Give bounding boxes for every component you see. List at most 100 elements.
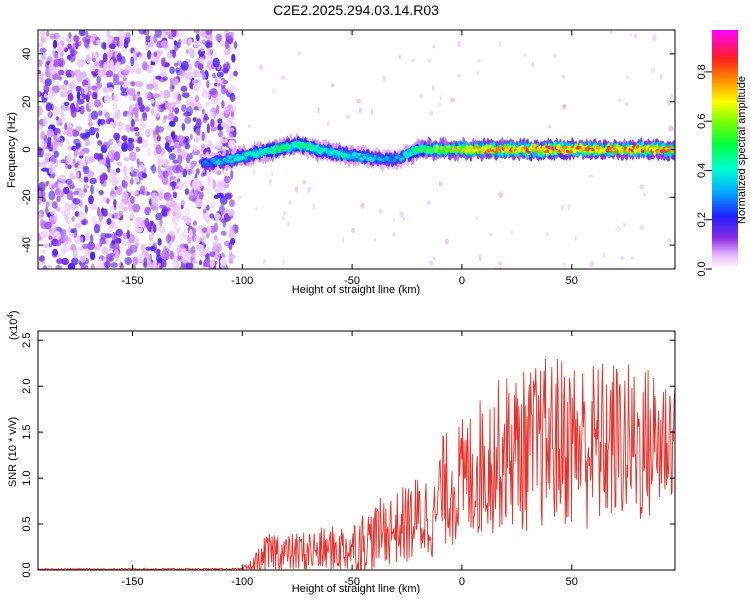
noise-blob bbox=[110, 193, 115, 200]
noise-blob bbox=[76, 149, 80, 156]
noise-blob bbox=[548, 124, 551, 129]
noise-blob bbox=[157, 165, 162, 175]
signal-blob bbox=[477, 148, 482, 152]
noise-blob bbox=[50, 209, 54, 216]
noise-blob bbox=[118, 210, 123, 217]
noise-blob bbox=[104, 111, 110, 119]
noise-blob bbox=[219, 38, 225, 47]
noise-blob bbox=[90, 263, 95, 269]
signal-blob bbox=[312, 145, 316, 149]
noise-blob bbox=[50, 229, 59, 238]
noise-blob bbox=[85, 95, 89, 101]
noise-blob bbox=[72, 190, 79, 196]
noise-blob bbox=[159, 127, 164, 133]
noise-blob bbox=[104, 233, 112, 239]
noise-blob bbox=[183, 208, 191, 217]
noise-blob bbox=[70, 80, 77, 85]
noise-blob bbox=[64, 122, 68, 131]
snr-x-tick-label: 50 bbox=[566, 576, 578, 588]
noise-blob bbox=[165, 31, 173, 36]
noise-blob bbox=[192, 79, 196, 84]
signal-blob bbox=[271, 146, 275, 151]
noise-blob bbox=[228, 229, 236, 239]
noise-blob bbox=[135, 146, 141, 153]
noise-blob bbox=[122, 69, 130, 74]
noise-blob bbox=[106, 30, 111, 38]
noise-blob bbox=[90, 234, 94, 244]
noise-blob bbox=[426, 200, 432, 206]
noise-blob bbox=[43, 84, 50, 94]
noise-blob bbox=[99, 118, 106, 125]
noise-blob bbox=[72, 158, 76, 164]
noise-blob bbox=[65, 209, 71, 217]
noise-blob bbox=[115, 254, 120, 262]
noise-blob bbox=[185, 49, 189, 54]
noise-blob bbox=[168, 230, 176, 237]
noise-blob bbox=[205, 253, 210, 260]
signal-blob bbox=[208, 162, 212, 167]
noise-blob bbox=[146, 65, 154, 74]
noise-blob bbox=[177, 93, 182, 102]
signal-blob bbox=[307, 146, 311, 150]
noise-blob bbox=[44, 157, 50, 163]
noise-blob bbox=[114, 109, 121, 119]
noise-blob bbox=[213, 194, 220, 199]
noise-blob bbox=[182, 168, 188, 178]
noise-blob bbox=[498, 191, 504, 199]
noise-blob bbox=[45, 201, 50, 208]
noise-blob bbox=[185, 262, 194, 269]
noise-blob bbox=[67, 225, 71, 233]
noise-blob bbox=[84, 248, 89, 257]
signal-blob bbox=[414, 145, 419, 150]
noise-blob bbox=[199, 251, 205, 257]
noise-blob bbox=[56, 43, 63, 53]
noise-blob bbox=[169, 181, 177, 187]
noise-blob bbox=[89, 177, 97, 185]
noise-blob bbox=[48, 190, 56, 201]
noise-blob bbox=[182, 111, 191, 117]
noise-blob bbox=[49, 33, 57, 40]
noise-blob bbox=[103, 61, 107, 72]
noise-blob bbox=[123, 40, 129, 49]
noise-blob bbox=[650, 68, 656, 73]
noise-blob bbox=[488, 232, 493, 237]
noise-blob bbox=[201, 108, 205, 115]
noise-blob bbox=[126, 230, 130, 239]
noise-blob bbox=[231, 53, 236, 63]
signal-blob bbox=[379, 155, 384, 159]
noise-blob bbox=[38, 142, 41, 147]
noise-blob bbox=[218, 204, 226, 215]
noise-blob bbox=[176, 135, 185, 142]
noise-blob bbox=[169, 78, 174, 83]
signal-blob bbox=[666, 149, 670, 153]
noise-blob bbox=[104, 94, 111, 104]
noise-blob bbox=[109, 174, 116, 185]
noise-blob bbox=[153, 51, 158, 58]
spectrogram-x-tick-label: 0 bbox=[459, 275, 465, 287]
signal-blob bbox=[221, 160, 226, 165]
noise-blob bbox=[439, 95, 442, 101]
noise-blob bbox=[158, 192, 163, 201]
signal-blob bbox=[435, 145, 439, 150]
noise-blob bbox=[144, 106, 150, 112]
noise-blob bbox=[38, 59, 43, 67]
noise-blob bbox=[222, 63, 228, 70]
noise-blob bbox=[76, 171, 80, 180]
noise-blob bbox=[76, 61, 85, 68]
noise-blob bbox=[666, 238, 672, 243]
noise-blob bbox=[101, 246, 109, 255]
signal-blob bbox=[517, 149, 522, 153]
signal-blob bbox=[565, 149, 570, 154]
noise-blob bbox=[588, 174, 593, 178]
noise-blob bbox=[66, 73, 72, 78]
noise-blob bbox=[60, 159, 66, 164]
noise-blob bbox=[66, 54, 72, 60]
noise-blob bbox=[187, 96, 196, 103]
snr-y-tick-label: 0.0 bbox=[21, 562, 33, 577]
noise-blob bbox=[151, 164, 156, 174]
noise-blob bbox=[57, 76, 63, 81]
noise-blob bbox=[87, 84, 91, 92]
noise-blob bbox=[169, 82, 175, 92]
noise-blob bbox=[123, 138, 128, 149]
noise-blob bbox=[210, 143, 214, 149]
